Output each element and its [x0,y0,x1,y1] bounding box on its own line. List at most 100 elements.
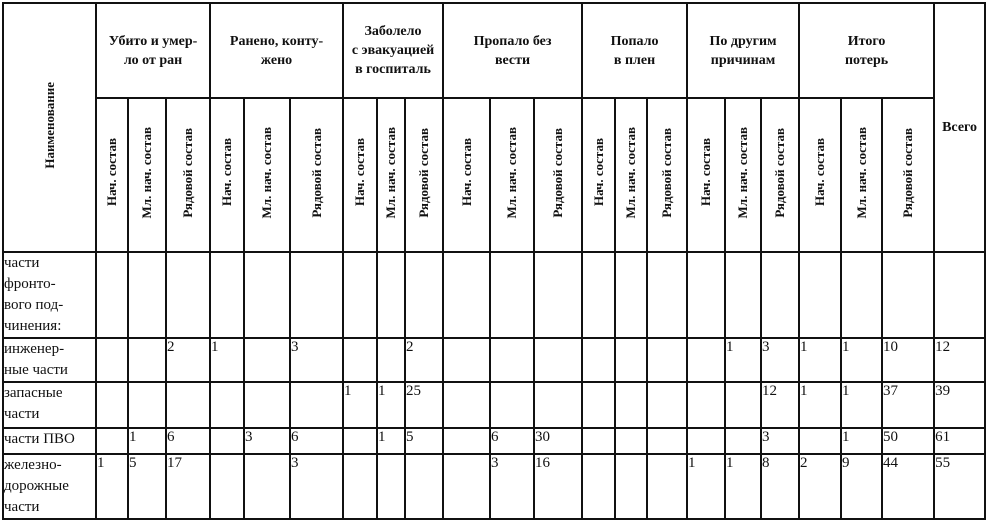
header-name-label: Наименование [41,81,57,169]
table-cell [95,427,129,455]
table-cell: 1 [686,453,727,520]
table-cell: 2 [798,453,843,520]
table-cell [686,427,727,455]
table-cell [724,251,763,339]
table-cell [243,251,292,339]
subcolumn-label: Рядовой состав [308,127,324,218]
table-cell [533,337,584,383]
subcolumn-label: Мл. нач. состав [139,126,154,219]
table-cell [646,337,689,383]
table-cell: 1 [724,453,763,520]
subcolumn-header: Мл. нач. состав [376,97,407,253]
table-cell [127,381,167,429]
table-cell [164,381,212,429]
table-cell [95,251,129,339]
table-cell [581,381,617,429]
table-cell: 61 [933,427,987,455]
subcolumn-label: Рядовой состав [772,127,788,218]
table-cell [209,381,246,429]
table-cell [489,337,536,383]
table-cell: 6 [164,427,212,455]
table-cell: 1 [798,337,843,383]
subcolumn-header: Рядовой состав [289,97,345,253]
subcolumn-header: Мл. нач. состав [243,97,292,253]
table-cell [581,427,617,455]
table-cell: 3 [289,337,345,383]
group-header: По другим причинам [686,2,801,99]
table-cell: 12 [933,337,987,383]
table-cell [164,251,212,339]
table-cell: 50 [881,427,936,455]
table-cell [646,453,689,520]
table-cell [933,251,987,339]
table-cell [243,381,292,429]
table-cell: 3 [760,337,801,383]
table-cell [614,337,649,383]
table-cell [342,453,379,520]
subcolumn-header: Нач. состав [798,97,843,253]
table-cell: 6 [289,427,345,455]
row-name: части фронто- вого под- чинения: [2,251,97,339]
table-cell [342,251,379,339]
table-cell: 3 [289,453,345,520]
table-cell [533,251,584,339]
table-cell: 3 [489,453,536,520]
table-cell [376,453,407,520]
subcolumn-label: Мл. нач. состав [383,126,399,219]
subcolumn-header: Рядовой состав [760,97,801,253]
table-cell [442,427,492,455]
table-cell [243,337,292,383]
table-cell: 1 [95,453,129,520]
header-name-column: Наименование [2,2,97,253]
table-cell [798,251,843,339]
header-total-column: Всего [933,2,987,253]
subcolumn-label: Мл. нач. состав [853,126,869,219]
table-cell [798,427,843,455]
table-cell: 1 [127,427,167,455]
table-cell [209,453,246,520]
table-cell: 44 [881,453,936,520]
table-cell: 5 [404,427,445,455]
table-cell: 1 [840,427,884,455]
table-cell: 1 [376,427,407,455]
table-cell: 1 [376,381,407,429]
group-header: Пропало без вести [442,2,584,99]
table-cell [442,251,492,339]
table-cell [442,337,492,383]
group-header: Заболело с эвакуацией в госпиталь [342,2,445,99]
subcolumn-header: Мл. нач. состав [840,97,884,253]
group-header: Убито и умер- ло от ран [94,2,212,99]
table-row: инженер- ные части 2 1 3 2 1 3 1 1 10 12 [2,337,987,383]
table-cell [442,381,492,429]
subcolumn-header: Рядовой состав [164,97,212,253]
table-cell: 1 [798,381,843,429]
group-header: Ранено, конту- жено [209,2,345,99]
subcolumn-header: Мл. нач. состав [489,97,536,253]
table-cell: 2 [404,337,445,383]
table-cell [724,427,763,455]
subcolumn-label: Нач. состав [458,138,474,207]
table-cell: 1 [724,337,763,383]
table-cell [289,251,345,339]
table-cell [243,453,292,520]
table-cell [289,381,345,429]
table-cell: 10 [881,337,936,383]
subcolumn-header: Рядовой состав [404,97,445,253]
subcolumn-label: Мл. нач. состав [504,126,520,219]
table-cell [686,251,727,339]
table-cell [881,251,936,339]
table-cell: 37 [881,381,936,429]
table-cell [342,337,379,383]
table-cell [342,427,379,455]
row-name: инженер- ные части [2,337,97,383]
subcolumn-label: Нач. состав [698,138,714,207]
table-cell [614,453,649,520]
subcolumn-label: Нач. состав [352,138,368,207]
table-cell [581,251,617,339]
table-cell: 5 [127,453,167,520]
table-cell: 12 [760,381,801,429]
table-cell [95,337,129,383]
table-cell [840,251,884,339]
row-name: запасные части [2,381,97,429]
